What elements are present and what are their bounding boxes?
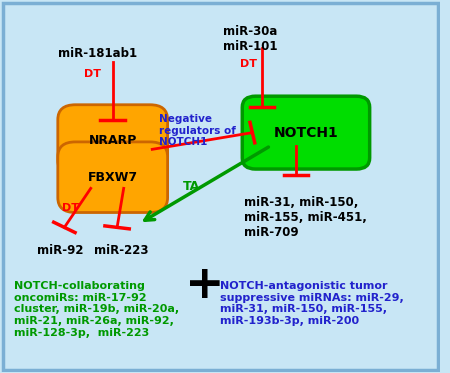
Text: NOTCH1: NOTCH1: [274, 126, 338, 140]
Text: Negative
regulators of
NOTCH1: Negative regulators of NOTCH1: [159, 114, 236, 147]
Text: NRARP: NRARP: [89, 134, 137, 147]
Text: NOTCH-collaborating
oncomiRs: miR-17-92
cluster, miR-19b, miR-20a,
miR-21, miR-2: NOTCH-collaborating oncomiRs: miR-17-92 …: [14, 281, 179, 338]
FancyBboxPatch shape: [58, 142, 167, 213]
Text: miR-223: miR-223: [94, 244, 149, 257]
Text: miR-30a: miR-30a: [222, 25, 277, 38]
Text: TA: TA: [183, 180, 200, 193]
Text: miR-31, miR-150,
miR-155, miR-451,
miR-709: miR-31, miR-150, miR-155, miR-451, miR-7…: [244, 196, 367, 239]
Text: +: +: [185, 263, 225, 308]
Text: DT: DT: [63, 203, 80, 213]
Text: DT: DT: [240, 59, 257, 69]
FancyBboxPatch shape: [58, 105, 167, 175]
Text: miR-92: miR-92: [37, 244, 83, 257]
Text: miR-101: miR-101: [222, 40, 277, 53]
Text: miR-181ab1: miR-181ab1: [58, 47, 137, 60]
FancyBboxPatch shape: [242, 96, 369, 169]
Text: FBXW7: FBXW7: [88, 171, 138, 184]
Text: NOTCH-antagonistic tumor
suppressive miRNAs: miR-29,
miR-31, miR-150, miR-155,
m: NOTCH-antagonistic tumor suppressive miR…: [220, 281, 404, 326]
Text: DT: DT: [84, 69, 101, 79]
